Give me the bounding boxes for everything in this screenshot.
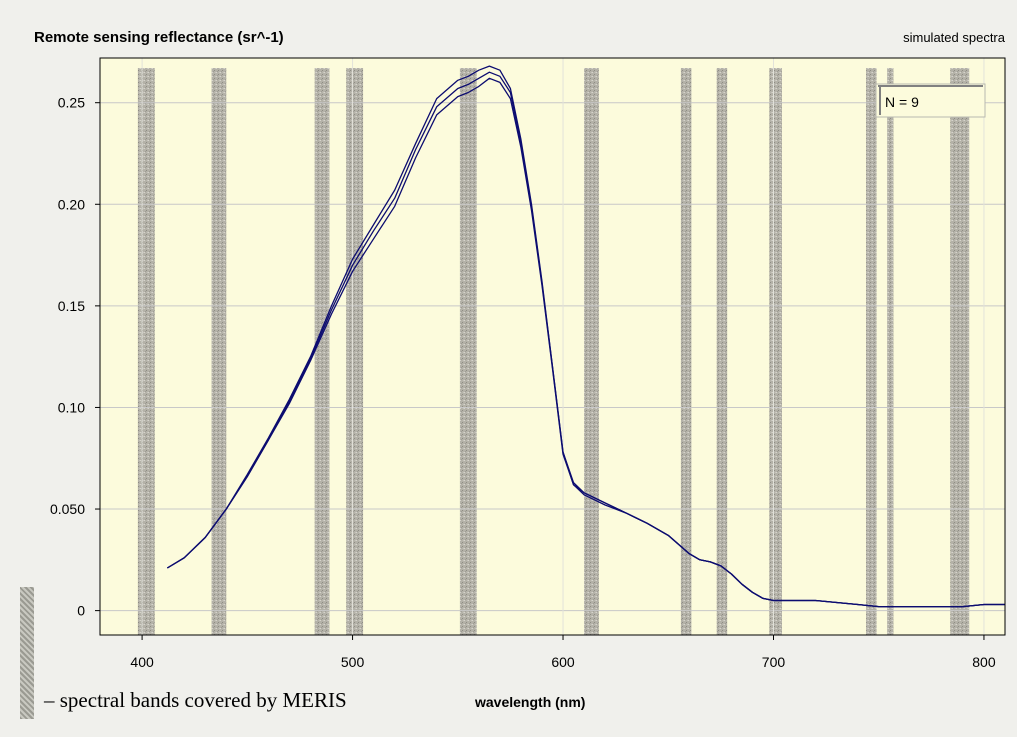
chart-subtitle: simulated spectra — [903, 30, 1005, 45]
meris-band-11 — [887, 68, 894, 635]
x-tick-label: 600 — [551, 654, 575, 670]
meris-band-8 — [716, 68, 728, 635]
plot-area — [99, 57, 1006, 636]
meris-band-4 — [346, 68, 364, 635]
meris-band-3 — [314, 68, 330, 635]
meris-band-9 — [769, 68, 782, 635]
x-tick-label: 400 — [130, 654, 154, 670]
meris-band-2 — [211, 68, 227, 635]
y-tick-label: 0 — [77, 603, 85, 619]
meris-band-7 — [680, 68, 692, 635]
spectrum-line-3 — [166, 77, 1005, 608]
meris-band-6 — [584, 68, 599, 635]
meris-band-12 — [950, 68, 970, 635]
meris-band-10 — [866, 68, 877, 635]
meris-band-1 — [137, 68, 155, 635]
meris-band-5 — [459, 68, 477, 635]
n-annotation-box: N = 9 — [875, 83, 986, 118]
chart-title: Remote sensing reflectance (sr^-1) — [34, 29, 284, 46]
meris-band-legend: – spectral bands covered by MERIS — [44, 688, 347, 712]
y-tick-label: 0.20 — [58, 196, 85, 212]
x-tick-label: 500 — [341, 654, 365, 670]
meris-band-swatch — [20, 587, 34, 719]
y-tick-label: 0.25 — [58, 95, 85, 111]
plot-frame — [99, 57, 1006, 636]
n-annotation: N = 9 — [885, 94, 919, 110]
x-tick-label: 700 — [762, 654, 786, 670]
x-tick-label: 800 — [972, 654, 996, 670]
y-tick-label: 0.10 — [58, 399, 85, 415]
x-axis-label: wavelength (nm) — [475, 694, 586, 710]
y-tick-label: 0.15 — [58, 298, 85, 314]
y-tick-label: 0.050 — [50, 501, 85, 517]
